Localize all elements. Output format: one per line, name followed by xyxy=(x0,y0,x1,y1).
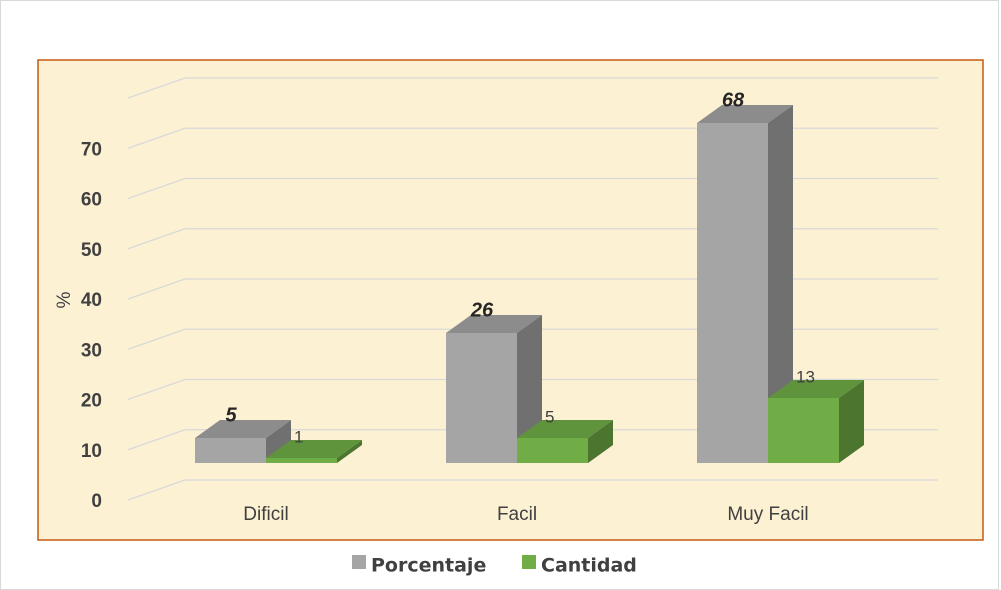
y-tick-label: 50 xyxy=(81,240,102,261)
data-label: 1 xyxy=(294,427,303,446)
bar-side xyxy=(768,105,793,463)
legend-label: Porcentaje xyxy=(371,555,486,577)
bar xyxy=(697,123,768,463)
bar xyxy=(195,438,266,463)
grid-line xyxy=(127,177,186,200)
y-tick-label: 0 xyxy=(91,491,102,512)
bar xyxy=(517,438,588,463)
plot-area xyxy=(37,59,984,541)
y-tick-label: 60 xyxy=(81,190,102,211)
legend-label: Cantidad xyxy=(541,555,637,577)
grid-line xyxy=(127,278,186,300)
bar-side xyxy=(588,420,613,463)
bar xyxy=(446,333,517,463)
bar-top xyxy=(266,440,362,458)
data-label: 26 xyxy=(470,299,494,321)
grid-line xyxy=(127,127,186,149)
grid-line xyxy=(127,429,186,451)
bar-top xyxy=(195,420,291,438)
x-tick-label: Muy Facil xyxy=(727,504,808,525)
x-tick-label: Facil xyxy=(497,504,537,525)
grid-line xyxy=(127,228,186,250)
y-axis-label: % xyxy=(54,291,75,308)
bar-side xyxy=(266,420,291,463)
data-label: 5 xyxy=(225,404,237,426)
legend-swatch xyxy=(352,555,366,569)
y-tick-label: 40 xyxy=(81,290,102,311)
x-tick-label: Dificil xyxy=(243,504,288,525)
legend-swatch xyxy=(522,555,536,569)
y-tick-label: 10 xyxy=(81,441,102,462)
bar-top xyxy=(697,105,793,123)
y-tick-label: 20 xyxy=(81,391,102,412)
grid-line xyxy=(127,479,186,501)
y-tick-label: 30 xyxy=(81,340,102,361)
bar-top xyxy=(517,420,613,438)
grid-line xyxy=(127,77,186,99)
bar-top xyxy=(446,315,542,333)
bar xyxy=(768,398,839,463)
data-label: 13 xyxy=(796,367,815,386)
y-tick-label: 70 xyxy=(81,139,102,160)
data-label: 68 xyxy=(722,89,745,111)
grid-line xyxy=(127,378,186,401)
data-label: 5 xyxy=(545,407,554,426)
grid-line xyxy=(127,328,186,350)
bar-side xyxy=(337,440,362,463)
bar-side xyxy=(839,380,864,463)
bar-top xyxy=(768,380,864,398)
bar xyxy=(266,458,337,463)
